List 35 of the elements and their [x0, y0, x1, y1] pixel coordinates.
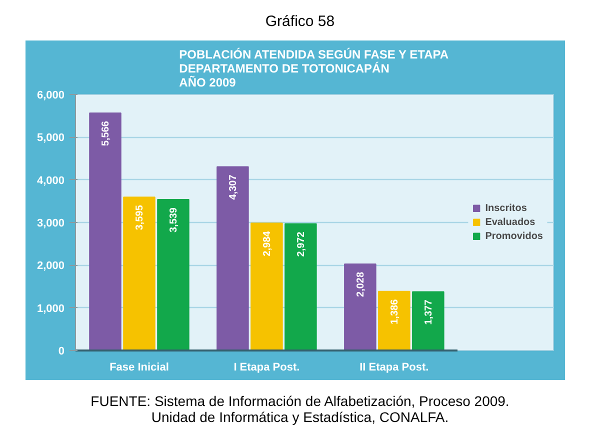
legend-label: Evaluados — [485, 216, 536, 228]
chart-subtitle: POBLACIÓN ATENDIDA SEGÚN FASE Y ETAPA DEPARTAMENTO DE TOTONICAPÁN AÑO 2009 — [179, 48, 449, 90]
bar — [378, 290, 410, 350]
y-tick-label: 1,000 — [36, 302, 65, 315]
y-tick-label: 4,000 — [36, 174, 65, 187]
data-label: 2,984 — [262, 230, 274, 256]
y-tick-label: 0 — [58, 346, 65, 358]
y-tick-label: 5,000 — [36, 132, 65, 144]
x-tick-label: Fase Inicial — [110, 362, 169, 374]
y-tick-label: 2,000 — [36, 260, 65, 272]
data-label: 1,377 — [424, 299, 435, 325]
bar — [284, 223, 317, 350]
legend-label: Inscritos — [485, 202, 527, 214]
bar — [412, 291, 444, 350]
bar — [123, 196, 156, 350]
bar — [216, 166, 249, 350]
data-label: 4,307 — [228, 174, 240, 200]
bar — [250, 222, 283, 350]
data-label: 2,972 — [296, 231, 308, 257]
chart-title: Gráfico 58 — [265, 12, 335, 32]
text: Unidad de Informática y Estadística, CONALFA. — [151, 409, 449, 426]
bar — [157, 199, 190, 350]
y-tick-label: 6,000 — [36, 90, 65, 102]
data-label: 2,028 — [356, 272, 367, 297]
x-tick-label: II Etapa Post. — [360, 362, 429, 374]
bar — [89, 112, 122, 350]
data-label: 3,595 — [134, 204, 146, 230]
y-tick-label: 3,000 — [36, 218, 65, 230]
bar — [344, 263, 376, 350]
source-note: FUENTE: Sistema de Información de Alfabetización, Proceso 2009. — [90, 393, 510, 409]
data-label: 1,386 — [390, 298, 401, 324]
x-tick-label: I Etapa Post. — [234, 362, 300, 374]
data-label: 5,566 — [100, 120, 112, 146]
data-label: 3,539 — [168, 207, 180, 233]
legend-label: Promovidos — [485, 230, 543, 242]
